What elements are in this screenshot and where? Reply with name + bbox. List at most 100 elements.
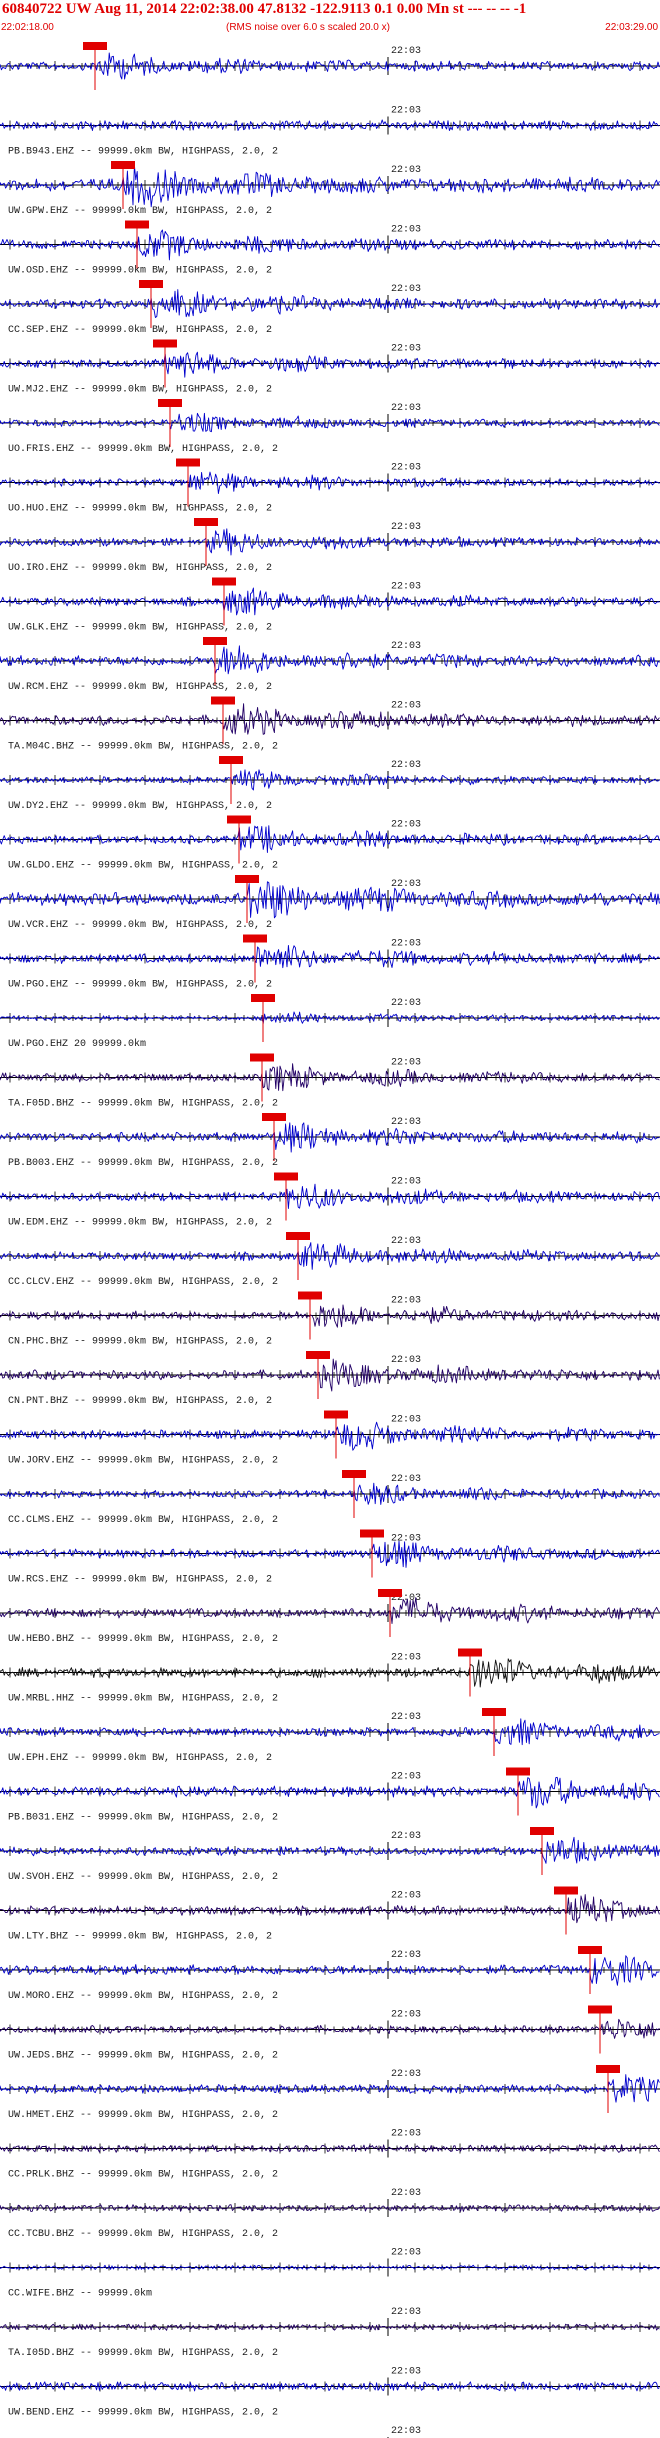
waveform-trace [0, 2264, 660, 2271]
station-label: PB.B031.EHZ -- 99999.0km BW, HIGHPASS, 2… [8, 1812, 278, 1824]
event-title: 60840722 UW Aug 11, 2014 22:02:38.00 47.… [2, 1, 527, 17]
trace-group: 22:03 CN.PHC.BHZ -- 99999.0km BW, HIGHPAS… [0, 1291, 660, 1348]
pick-marker [286, 1232, 310, 1240]
trace-group: 22:03 UW.MORO.EHZ -- 99999.0km BW, HIGHPA… [0, 1946, 660, 2002]
trace-group: 22:03 CC.WIFE.BHZ -- 99999.0km [0, 2248, 660, 2300]
station-label: CN.PNT.BHZ -- 99999.0km BW, HIGHPASS, 2.… [8, 1395, 272, 1407]
station-label: UW.RCM.EHZ -- 99999.0km BW, HIGHPASS, 2.… [8, 681, 272, 693]
minute-label: 22:03 [391, 344, 421, 355]
pick-marker [482, 1708, 506, 1716]
minute-label: 22:03 [391, 46, 421, 57]
trace-group: 22:03 UW.RCM.EHZ -- 99999.0km BW, HIGHPAS… [0, 637, 660, 693]
pick-marker [243, 934, 267, 943]
minute-label: 22:03 [391, 1177, 421, 1188]
waveform-trace [0, 587, 660, 616]
trace-group: 22:03 UW.BEND.EHZ -- 99999.0km BW, HIGHPA… [0, 2367, 660, 2419]
waveform-trace [0, 944, 660, 969]
waveform-trace [0, 645, 660, 675]
start-time-label: 22:02:18.00 [1, 22, 54, 33]
pick-marker [219, 756, 243, 764]
minute-label: 22:03 [391, 2010, 421, 2021]
pick-marker [588, 2005, 612, 2014]
pick-marker [153, 339, 177, 348]
minute-label: 22:03 [391, 701, 421, 712]
minute-label: 22:03 [391, 582, 421, 593]
minute-label: 22:03 [391, 1117, 421, 1128]
station-label: TA.F05D.BHZ -- 99999.0km BW, HIGHPASS, 2… [8, 1098, 278, 1110]
station-label: UW.PGO.EHZ -- 99999.0km BW, HIGHPASS, 2.… [8, 979, 272, 991]
pick-marker [251, 994, 275, 1002]
pick-marker [554, 1886, 578, 1895]
minute-label: 22:03 [391, 1355, 421, 1366]
waveform-trace [0, 1718, 660, 1746]
station-label: UW.JEDS.BHZ -- 99999.0km BW, HIGHPASS, 2… [8, 2050, 278, 2062]
minute-label: 22:03 [391, 165, 421, 176]
station-label: UW.DY2.EHZ -- 99999.0km BW, HIGHPASS, 2.… [8, 800, 272, 812]
pick-marker [211, 696, 235, 705]
station-label: UW.OSD.EHZ -- 99999.0km BW, HIGHPASS, 2.… [8, 265, 272, 277]
station-label: UW.RCS.EHZ -- 99999.0km BW, HIGHPASS, 2.… [8, 1574, 272, 1586]
pick-marker [139, 280, 163, 288]
minute-label: 22:03 [391, 2426, 421, 2437]
trace-group: 22:03 UW.PGO.EHZ 20 99999.0km [0, 994, 660, 1050]
trace-group: 22:03 UW.JORV.EHZ -- 99999.0km BW, HIGHPA… [0, 1410, 660, 1467]
minute-label: 22:03 [391, 2188, 421, 2199]
pick-marker [458, 1648, 482, 1657]
trace-group: 22:03 CC.SEP.EHZ -- 99999.0km BW, HIGHPAS… [0, 280, 660, 336]
pick-marker [111, 161, 135, 169]
trace-group: 22:03 UW.MRBL.HHZ -- 99999.0km BW, HIGHPA… [0, 1648, 660, 1705]
minute-label: 22:03 [391, 2367, 421, 2378]
trace-group: 22:03 UW.DY2.EHZ -- 99999.0km BW, HIGHPAS… [0, 756, 660, 812]
trace-group: 22:03 UW.EDM.EHZ -- 99999.0km BW, HIGHPAS… [0, 1172, 660, 1229]
waveform-trace [0, 1421, 660, 1451]
minute-label: 22:03 [391, 1058, 421, 1069]
trace-group: 22:03 UW.OSD.EHZ -- 99999.0km BW, HIGHPAS… [0, 220, 660, 277]
minute-label: 22:03 [391, 1474, 421, 1485]
pick-marker [194, 518, 218, 526]
waveform-trace [0, 52, 660, 80]
trace-group: 22:03 TA.M04C.BHZ -- 99999.0km BW, HIGHPA… [0, 696, 660, 753]
trace-group: 22:03 UW.PGO.EHZ -- 99999.0km BW, HIGHPAS… [0, 934, 660, 991]
minute-label: 22:03 [391, 284, 421, 295]
minute-label: 22:03 [391, 1712, 421, 1723]
waveform-trace [0, 703, 660, 735]
station-label: TA.M04C.BHZ -- 99999.0km BW, HIGHPASS, 2… [8, 741, 278, 753]
waveform-trace [0, 229, 660, 261]
station-label: UW.EDM.EHZ -- 99999.0km BW, HIGHPASS, 2.… [8, 1217, 272, 1229]
station-label: UW.SVOH.EHZ -- 99999.0km BW, HIGHPASS, 2… [8, 1871, 278, 1883]
pick-marker [306, 1351, 330, 1359]
waveform-trace [0, 1894, 660, 1924]
trace-group: 22:03 UW.GPW.EHZ -- 99999.0km BW, HIGHPAS… [0, 161, 660, 217]
trace-group: 22:03 UW.MJ2.EHZ -- 99999.0km BW, HIGHPAS… [0, 339, 660, 396]
waveform-trace [0, 1955, 660, 1986]
trace-group: 22:03 UW.GLK.EHZ -- 99999.0km BW, HIGHPAS… [0, 577, 660, 634]
minute-label: 22:03 [391, 1772, 421, 1783]
end-time-label: 22:03:29.00 [605, 22, 658, 33]
waveform-trace [0, 2144, 660, 2153]
pick-marker [262, 1113, 286, 1121]
trace-group: 22:03 UW.HEBO.BHZ -- 99999.0km BW, HIGHPA… [0, 1589, 660, 1645]
waveform-trace [0, 1540, 660, 1568]
station-label: UO.IRO.EHZ -- 99999.0km BW, HIGHPASS, 2.… [8, 562, 272, 574]
waveform-trace [0, 289, 660, 318]
trace-group: 22:03 PB.B031.EHZ -- 99999.0km BW, HIGHPA… [0, 1767, 660, 1824]
minute-label: 22:03 [391, 1950, 421, 1961]
minute-label: 22:03 [391, 820, 421, 831]
trace-group: 22:03 UO.HUO.EHZ -- 99999.0km BW, HIGHPAS… [0, 458, 660, 515]
trace-group: 22:03 TA.F05D.BHZ -- 99999.0km BW, HIGHPA… [0, 1053, 660, 1110]
station-label: UW.GPW.EHZ -- 99999.0km BW, HIGHPASS, 2.… [8, 205, 272, 217]
waveform-trace [0, 1597, 660, 1625]
trace-group: 22:03 CC.PRLK.BHZ -- 99999.0km BW, HIGHPA… [0, 2129, 660, 2181]
pick-marker [298, 1291, 322, 1300]
waveform-trace [0, 825, 660, 853]
minute-label: 22:03 [391, 641, 421, 652]
station-label: CC.CLCV.EHZ -- 99999.0km BW, HIGHPASS, 2… [8, 1276, 278, 1288]
waveform-trace [0, 528, 660, 556]
pick-marker [250, 1053, 274, 1062]
trace-group: 22:03 TA.I05D.BHZ -- 99999.0km BW, HIGHPA… [0, 2307, 660, 2359]
station-label: UW.HEBO.BHZ -- 99999.0km BW, HIGHPASS, 2… [8, 1633, 278, 1645]
waveform-trace [0, 1063, 660, 1092]
trace-group: 22:03 PB.B943.EHZ -- 99999.0km BW, HIGHPA… [0, 106, 660, 158]
station-label: UW.GLK.EHZ -- 99999.0km BW, HIGHPASS, 2.… [8, 622, 272, 634]
